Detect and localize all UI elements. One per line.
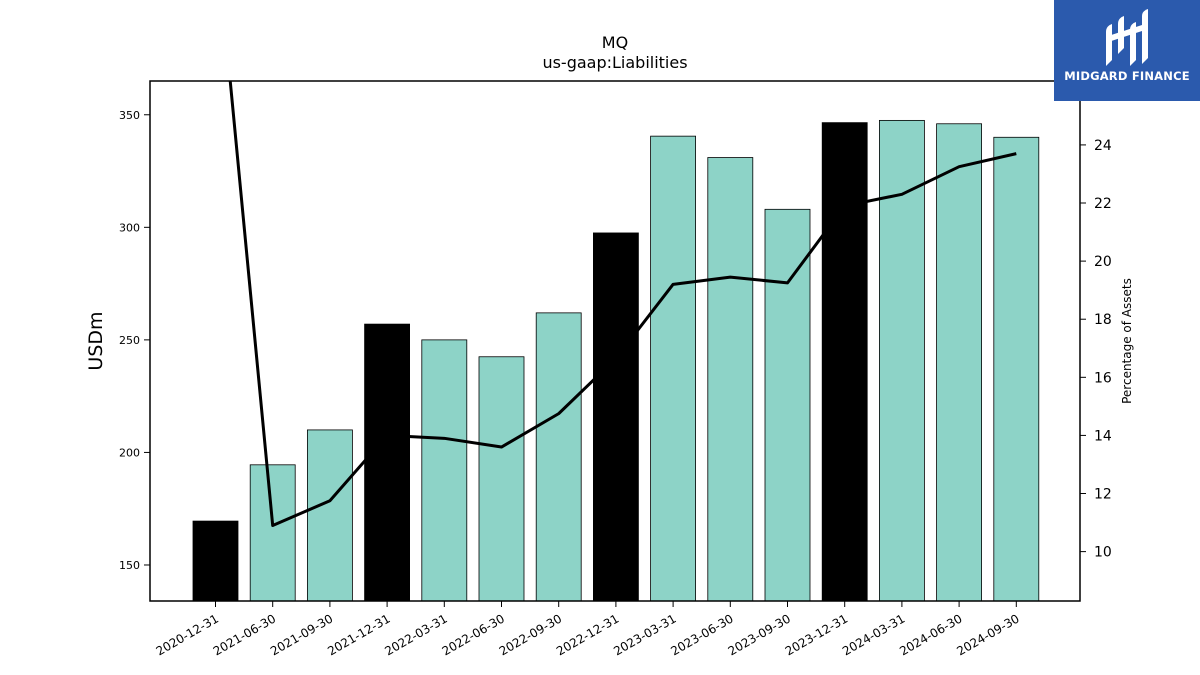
y2-tick-label: 18 bbox=[1094, 312, 1112, 328]
x-tick-label: 2022-03-31 bbox=[382, 611, 449, 658]
y2-tick-label: 22 bbox=[1094, 196, 1112, 212]
y2-tick-label: 16 bbox=[1094, 370, 1112, 386]
y-axis-label: USDm bbox=[85, 311, 107, 370]
x-tick-label: 2023-12-31 bbox=[783, 611, 850, 658]
y2-tick-label: 14 bbox=[1094, 428, 1112, 444]
bar-2021-12-31 bbox=[364, 323, 411, 602]
y2-tick-label: 20 bbox=[1094, 254, 1112, 270]
x-tick-label: 2022-09-30 bbox=[497, 611, 564, 658]
x-tick-label: 2021-06-30 bbox=[211, 611, 278, 658]
y-tick-label: 250 bbox=[119, 334, 140, 347]
x-tick-label: 2024-09-30 bbox=[954, 611, 1021, 658]
x-tick-label: 2024-06-30 bbox=[897, 611, 964, 658]
chart-title: MQ bbox=[602, 33, 628, 52]
bar-2020-12-31 bbox=[192, 520, 239, 602]
plot-frame bbox=[149, 80, 1081, 602]
y-tick-label: 300 bbox=[119, 221, 140, 234]
bar-2023-12-31 bbox=[821, 122, 868, 602]
bar-2023-03-31 bbox=[650, 135, 696, 602]
bar-2022-09-30 bbox=[535, 312, 582, 602]
midgard-finance-logo: MIDGARD FINANCE bbox=[1054, 0, 1200, 101]
x-tick-label: 2022-06-30 bbox=[440, 611, 507, 658]
y2-tick-label: 12 bbox=[1094, 487, 1112, 503]
bar-2022-03-31 bbox=[421, 339, 468, 602]
y-tick-label: 200 bbox=[119, 446, 140, 459]
x-tick-label: 2023-09-30 bbox=[726, 611, 793, 658]
x-tick-label: 2020-12-31 bbox=[154, 611, 221, 658]
x-tick-label: 2021-12-31 bbox=[325, 611, 392, 658]
logo-mark-icon bbox=[1106, 9, 1148, 66]
bar-2024-03-31 bbox=[879, 119, 925, 602]
bar-2021-09-30 bbox=[306, 429, 353, 602]
x-tick-label: 2024-03-31 bbox=[840, 611, 907, 658]
x-tick-label: 2023-06-30 bbox=[668, 611, 735, 658]
y-tick-label: 150 bbox=[119, 559, 140, 572]
bar-2022-06-30 bbox=[478, 356, 525, 602]
y2-axis-label: Percentage of Assets bbox=[1120, 278, 1134, 404]
bar-2023-06-30 bbox=[707, 157, 754, 602]
y2-tick-label: 10 bbox=[1094, 545, 1112, 561]
x-tick-label: 2021-09-30 bbox=[268, 611, 335, 658]
bar-2021-06-30 bbox=[249, 464, 296, 602]
chart-subtitle: us-gaap:Liabilities bbox=[542, 53, 687, 72]
bars-group bbox=[192, 119, 1040, 602]
bar-2023-09-30 bbox=[764, 208, 811, 602]
bar-2024-06-30 bbox=[936, 123, 982, 602]
line-group bbox=[228, 81, 1017, 527]
logo-text: MIDGARD FINANCE bbox=[1064, 69, 1190, 83]
bar-2024-09-30 bbox=[993, 136, 1040, 602]
y-tick-label: 350 bbox=[119, 109, 140, 122]
percentage-line bbox=[228, 81, 1017, 527]
bar-2022-12-31 bbox=[593, 232, 639, 602]
x-tick-label: 2023-03-31 bbox=[611, 611, 678, 658]
y2-tick-label: 24 bbox=[1094, 138, 1112, 154]
x-tick-label: 2022-12-31 bbox=[554, 611, 621, 658]
